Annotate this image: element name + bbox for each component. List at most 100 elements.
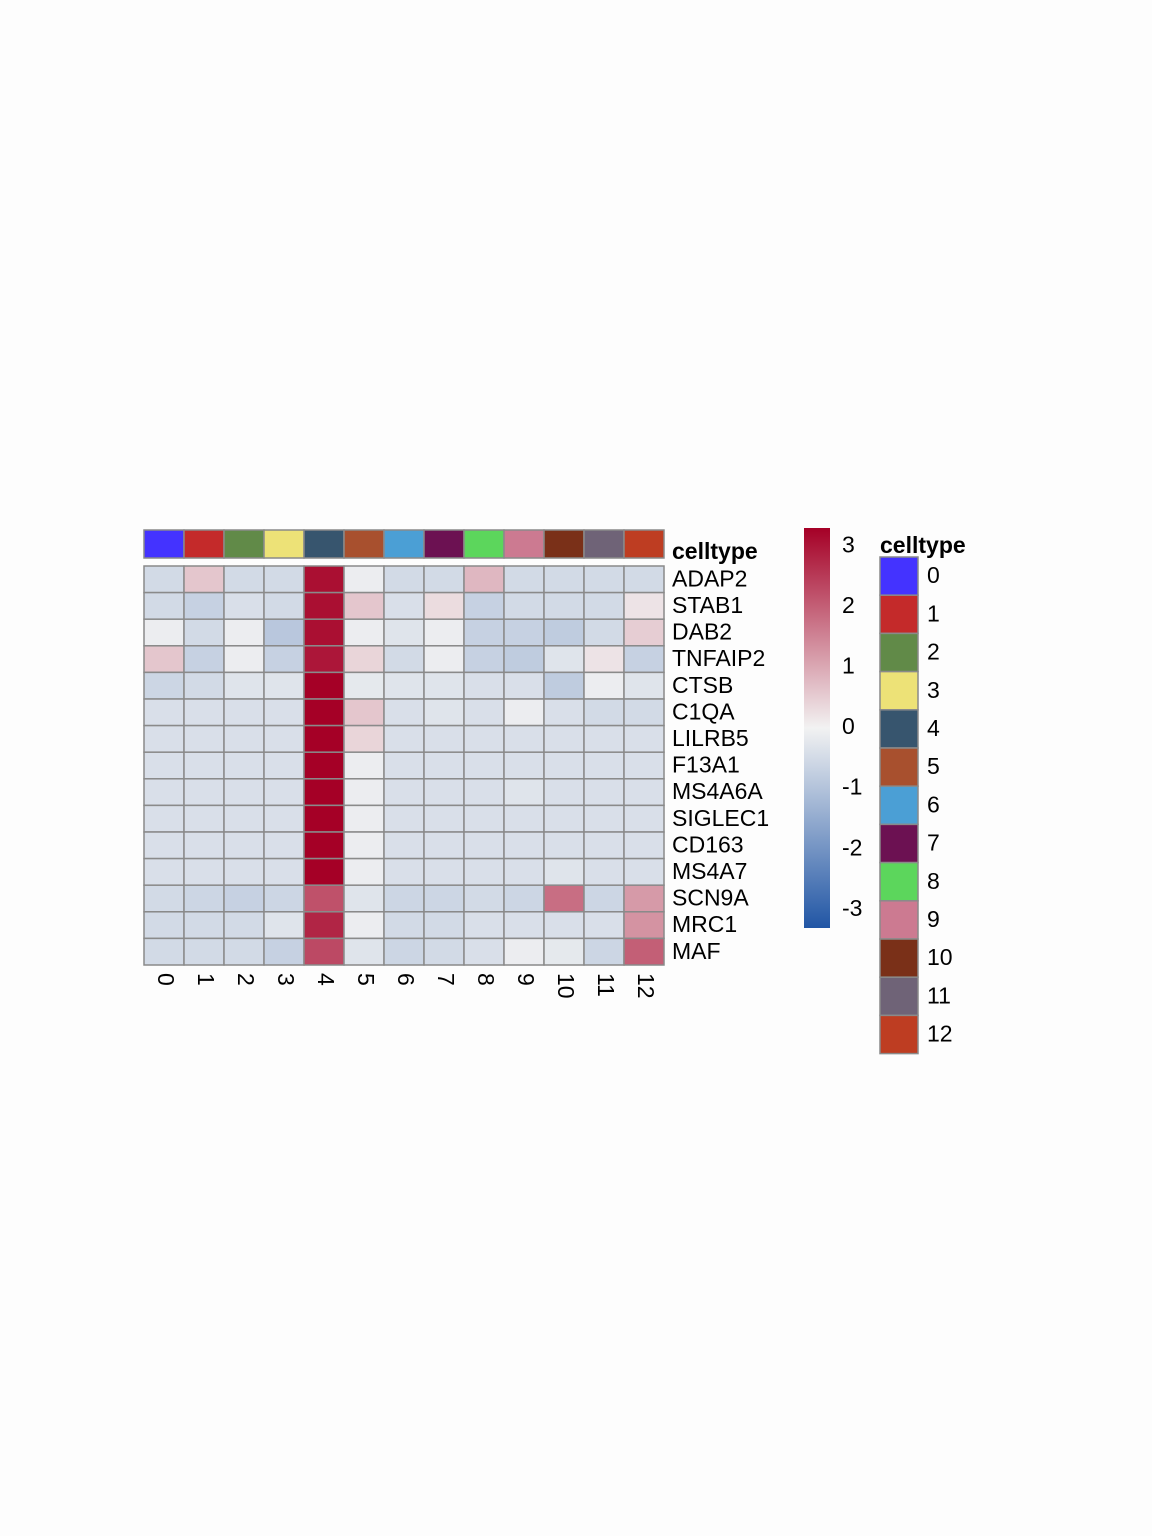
heatmap-cell: [343, 804, 385, 833]
legend-label: 9: [927, 906, 940, 932]
heatmap-cell: [623, 937, 665, 966]
heatmap-cell: [303, 618, 345, 647]
heatmap-cell: [623, 724, 665, 753]
heatmap-cell: [303, 884, 345, 913]
heatmap-cell: [623, 911, 665, 940]
heatmap-cell: [223, 751, 265, 780]
heatmap-cell: [343, 857, 385, 886]
legend-label: 5: [927, 753, 940, 779]
heatmap-cell: [383, 937, 425, 966]
heatmap-cell: [463, 618, 505, 647]
heatmap-cell: [503, 831, 545, 860]
annotation-cell-8: [463, 529, 505, 559]
heatmap-cell: [343, 591, 385, 620]
heatmap-cell: [503, 671, 545, 700]
heatmap-cell: [583, 565, 625, 594]
heatmap-cell: [623, 645, 665, 674]
heatmap-cell: [543, 751, 585, 780]
heatmap-cell: [463, 831, 505, 860]
heatmap-cell: [543, 698, 585, 727]
heatmap-cell: [583, 751, 625, 780]
heatmap-cell: [583, 778, 625, 807]
heatmap-cell: [503, 937, 545, 966]
heatmap-cell: [503, 565, 545, 594]
heatmap-cell: [463, 591, 505, 620]
heatmap-cell: [583, 591, 625, 620]
heatmap-cell: [183, 804, 225, 833]
heatmap-cell: [183, 937, 225, 966]
heatmap-cell: [543, 884, 585, 913]
heatmap-cell: [143, 857, 185, 886]
heatmap-cell: [503, 804, 545, 833]
column-labels: 0 1 2 3 4 5 6 7 8 9 10 11 12: [153, 973, 659, 999]
heatmap-cell: [503, 778, 545, 807]
color-scale-tick-label: 3: [842, 531, 855, 557]
heatmap-cell: [463, 937, 505, 966]
row-label: CD163: [672, 831, 744, 857]
heatmap-cell: [223, 804, 265, 833]
heatmap-cell: [303, 698, 345, 727]
heatmap-cell: [383, 565, 425, 594]
heatmap-cell: [543, 804, 585, 833]
heatmap-cell: [263, 618, 305, 647]
heatmap-cell: [383, 857, 425, 886]
heatmap-cell: [263, 645, 305, 674]
legend-label: 12: [927, 1021, 953, 1047]
heatmap-cell: [263, 751, 305, 780]
color-scale-tick-label: -3: [842, 895, 862, 921]
heatmap-cell: [543, 911, 585, 940]
legend-swatch-1: [879, 594, 919, 635]
column-label: 9: [513, 973, 539, 986]
annotation-cell-10: [543, 529, 585, 559]
heatmap-cell: [223, 778, 265, 807]
heatmap-cell: [303, 778, 345, 807]
heatmap-cell: [463, 751, 505, 780]
heatmap-cell: [623, 698, 665, 727]
heatmap-cell: [143, 645, 185, 674]
row-label: F13A1: [672, 752, 740, 778]
annotation-cell-11: [583, 529, 625, 559]
heatmap-cell: [383, 698, 425, 727]
heatmap-cell: [223, 698, 265, 727]
heatmap-cell: [263, 831, 305, 860]
heatmap-cell: [143, 804, 185, 833]
heatmap-cell: [623, 804, 665, 833]
heatmap-cell: [383, 911, 425, 940]
heatmap-cell: [263, 724, 305, 753]
heatmap-cell: [543, 778, 585, 807]
heatmap-cell: [303, 671, 345, 700]
heatmap-cell: [343, 884, 385, 913]
heatmap-cell: [423, 831, 465, 860]
color-scale-ticks: -3 -2 -1 0 1 2 3: [842, 531, 862, 921]
heatmap-cell: [223, 645, 265, 674]
heatmap-cell: [263, 565, 305, 594]
legend-swatch-7: [879, 823, 919, 864]
heatmap-cell: [463, 671, 505, 700]
celltype-annotation-row: [143, 529, 665, 559]
heatmap-cell: [623, 618, 665, 647]
heatmap-cell: [423, 618, 465, 647]
legend-swatch-0: [879, 556, 919, 596]
row-label: MS4A6A: [672, 778, 763, 804]
annotation-cell-4: [303, 529, 345, 559]
legend-label: 7: [927, 830, 940, 856]
heatmap-cell: [303, 565, 345, 594]
heatmap-cell: [423, 937, 465, 966]
heatmap-cell: [583, 857, 625, 886]
row-label: STAB1: [672, 592, 743, 618]
column-label: 0: [153, 973, 179, 986]
legend-label: 0: [927, 562, 940, 588]
heatmap-cell: [223, 591, 265, 620]
heatmap-cell: [303, 804, 345, 833]
heatmap-cell: [263, 884, 305, 913]
heatmap-cell: [463, 884, 505, 913]
row-label: SCN9A: [672, 885, 749, 911]
heatmap-cell: [383, 778, 425, 807]
annotation-cell-1: [183, 529, 225, 559]
row-label: ADAP2: [672, 565, 747, 591]
heatmap-cell: [543, 671, 585, 700]
color-scale-bar: [804, 528, 830, 928]
column-label: 5: [353, 973, 379, 986]
heatmap-cell: [623, 884, 665, 913]
heatmap-cell: [223, 724, 265, 753]
